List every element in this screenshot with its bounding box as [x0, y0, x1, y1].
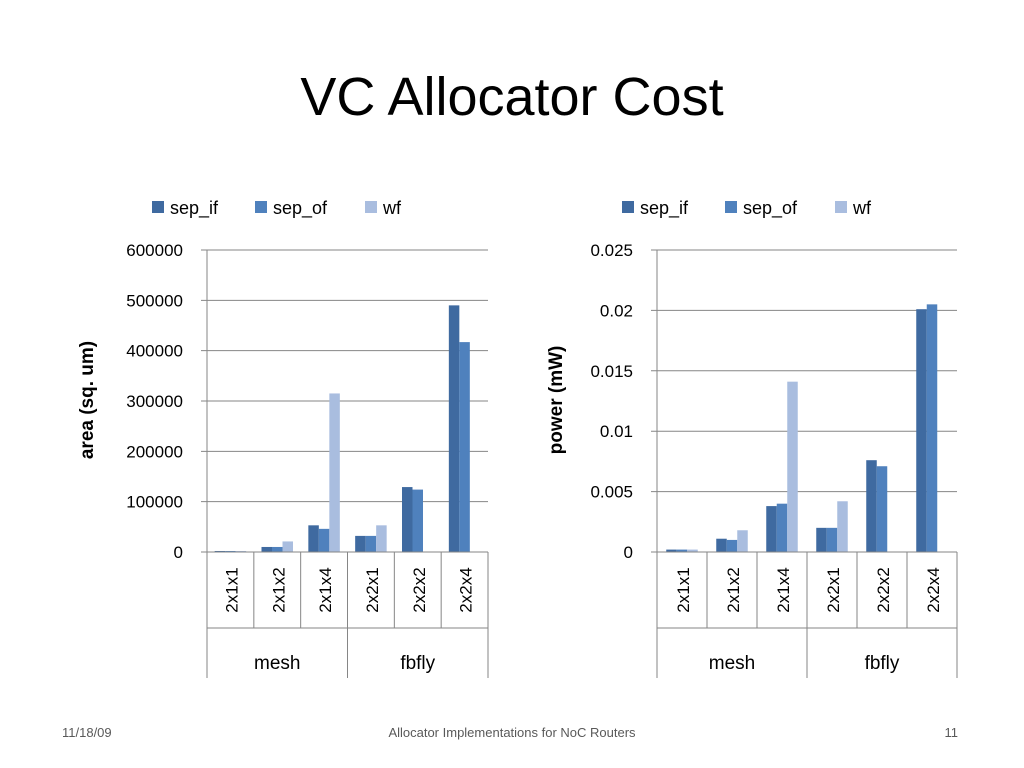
power-y-tick-label: 0.005 [590, 483, 633, 502]
power-group-label: fbfly [865, 653, 900, 674]
slide-title: VC Allocator Cost [300, 67, 724, 127]
area-bar-sep_if-2x2x2 [402, 487, 413, 552]
area-legend-label-sep_if: sep_if [170, 198, 219, 219]
power-x-tick-label: 2x1x1 [674, 567, 693, 612]
power-y-tick-label: 0.01 [600, 422, 633, 441]
area-legend-swatch-sep_of [255, 201, 267, 213]
power-bar-sep_of-2x2x1 [826, 527, 838, 552]
power-y-tick-label: 0 [624, 543, 633, 562]
area-bar-wf-2x1x1 [235, 550, 247, 552]
area-y-tick-label: 100000 [126, 493, 183, 512]
area-y-tick-label: 0 [174, 543, 183, 562]
power-bar-wf-2x1x2 [737, 530, 748, 552]
power-x-tick-label: 2x2x1 [824, 567, 843, 612]
area-y-axis-label: area (sq. um) [77, 341, 98, 459]
area-group-label: fbfly [400, 653, 435, 674]
power-bar-sep_if-2x2x2 [866, 460, 877, 552]
area-bar-sep_if-2x2x1 [355, 535, 366, 552]
area-bar-sep_of-2x2x1 [365, 535, 377, 552]
power-bar-sep_if-2x1x2 [716, 538, 727, 552]
power-legend-swatch-sep_of [725, 201, 737, 213]
power-group-label: mesh [709, 653, 755, 674]
power-bar-sep_of-2x1x1 [676, 549, 688, 552]
area-legend-swatch-sep_if [152, 201, 164, 213]
power-bar-sep_if-2x2x4 [916, 309, 927, 552]
power-bar-sep_of-2x2x4 [926, 304, 938, 552]
area-x-tick-label: 2x2x1 [363, 567, 382, 612]
area-group-label: mesh [254, 653, 300, 674]
area-bar-sep_if-2x1x1 [214, 550, 226, 552]
power-legend-swatch-sep_if [622, 201, 634, 213]
area-legend-label-wf: wf [382, 198, 402, 218]
power-legend-label-sep_if: sep_if [640, 198, 689, 219]
power-bar-wf-2x2x1 [837, 501, 848, 552]
footer-date: 11/18/09 [62, 725, 112, 740]
power-bar-sep_if-2x2x1 [816, 527, 827, 552]
area-bar-wf-2x1x4 [329, 393, 340, 552]
power-y-axis-label: power (mW) [546, 346, 567, 455]
area-y-tick-label: 500000 [126, 291, 183, 310]
footer-title: Allocator Implementations for NoC Router… [388, 725, 636, 740]
power-y-tick-label: 0.025 [590, 241, 633, 260]
area-bar-wf-2x2x1 [376, 525, 387, 552]
power-bar-sep_if-2x1x1 [666, 549, 677, 552]
area-bar-sep_of-2x1x1 [225, 550, 236, 552]
power-bar-sep_of-2x1x2 [726, 539, 738, 552]
area-y-tick-label: 600000 [126, 241, 183, 260]
area-bar-sep_of-2x2x4 [459, 342, 470, 552]
area-legend-swatch-wf [365, 201, 377, 213]
power-x-tick-label: 2x2x2 [874, 567, 893, 612]
area-y-tick-label: 200000 [126, 442, 183, 461]
power-x-tick-label: 2x1x2 [724, 567, 743, 612]
area-y-tick-label: 300000 [126, 392, 183, 411]
power-bar-wf-2x1x4 [787, 381, 798, 552]
power-x-tick-label: 2x2x4 [924, 567, 943, 612]
power-y-tick-label: 0.02 [600, 301, 633, 320]
area-legend-label-sep_of: sep_of [273, 198, 328, 219]
power-bar-sep_of-2x1x4 [776, 503, 788, 552]
power-bar-sep_of-2x2x2 [876, 466, 888, 552]
power-legend-swatch-wf [835, 201, 847, 213]
power-legend-label-wf: wf [852, 198, 872, 218]
area-bar-sep_if-2x1x4 [308, 525, 319, 552]
area-bar-sep_if-2x2x4 [448, 305, 460, 552]
area-bar-sep_if-2x1x2 [261, 546, 272, 552]
power-bar-sep_if-2x1x4 [766, 506, 777, 552]
area-bar-sep_of-2x2x2 [412, 489, 423, 552]
power-legend-label-sep_of: sep_of [743, 198, 798, 219]
area-x-tick-label: 2x1x4 [316, 567, 335, 612]
area-x-tick-label: 2x2x4 [457, 567, 476, 612]
area-bar-sep_of-2x1x2 [272, 546, 283, 552]
area-x-tick-label: 2x1x1 [222, 567, 241, 612]
power-bar-wf-2x1x1 [687, 549, 698, 552]
page-number: 11 [944, 725, 959, 740]
power-y-tick-label: 0.015 [590, 362, 633, 381]
power-x-tick-label: 2x1x4 [774, 567, 793, 612]
area-x-tick-label: 2x2x2 [410, 567, 429, 612]
area-bar-wf-2x1x2 [282, 541, 293, 552]
area-x-tick-label: 2x1x2 [269, 567, 288, 612]
area-bar-sep_of-2x1x4 [318, 528, 330, 552]
area-y-tick-label: 400000 [126, 342, 183, 361]
